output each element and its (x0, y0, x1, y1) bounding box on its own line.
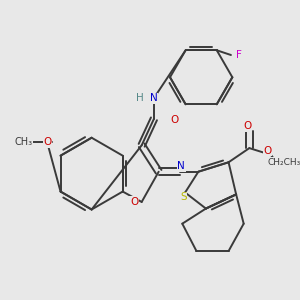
Text: O: O (43, 137, 51, 147)
Text: H: H (136, 93, 144, 103)
Text: CH₃: CH₃ (15, 137, 33, 147)
Text: O: O (263, 146, 272, 156)
Text: F: F (236, 50, 242, 60)
Text: O: O (130, 197, 138, 207)
Text: O: O (243, 122, 252, 131)
Text: N: N (178, 161, 185, 171)
Text: CH₂CH₃: CH₂CH₃ (268, 158, 300, 167)
Text: O: O (171, 115, 179, 125)
Text: N: N (150, 93, 158, 103)
Text: S: S (180, 192, 187, 202)
